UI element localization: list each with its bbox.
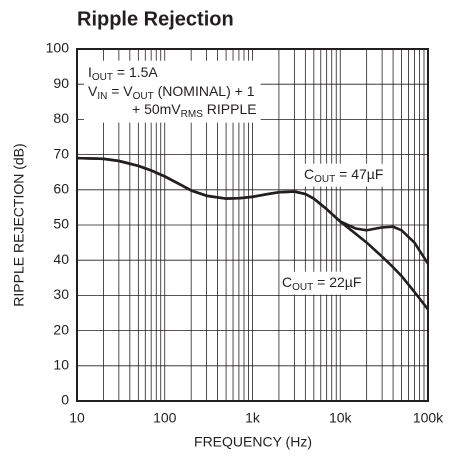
annotation-part: RIPPLE — [203, 101, 257, 117]
y-tick-label: 90 — [53, 75, 69, 91]
y-tick-label: 60 — [53, 181, 69, 197]
annotation-background — [84, 60, 261, 123]
annotation-part: V — [88, 83, 98, 99]
annotation: + 50mVRMS RIPPLE — [132, 101, 257, 120]
x-tick-label: 100 — [153, 410, 177, 426]
annotation-part: (NOMINAL) + 1 — [154, 83, 255, 99]
annotation-part: OUT — [92, 72, 113, 83]
label-background — [280, 271, 364, 295]
annotation-part: = 1.5A — [113, 64, 158, 80]
chart-title: Ripple Rejection — [77, 8, 234, 30]
series-label: COUT = 22µF — [282, 274, 361, 293]
x-tick-label: 100k — [413, 410, 444, 426]
annotation-part: = V — [107, 83, 133, 99]
x-axis-label: FREQUENCY (Hz) — [194, 434, 312, 450]
series-line — [76, 156, 430, 311]
y-tick-label: 40 — [53, 251, 69, 267]
plot-frame — [76, 48, 429, 402]
annotation-part: RMS — [181, 109, 204, 120]
y-tick-label: 100 — [46, 40, 70, 56]
series-label-part: OUT — [314, 174, 335, 185]
annotation-part: IN — [97, 91, 107, 102]
annotation-part: I — [88, 64, 92, 80]
y-tick-label: 50 — [53, 216, 69, 232]
series-label-part: = 22µF — [313, 274, 361, 290]
series-label-part: C — [304, 166, 314, 182]
y-axis-label: RIPPLE REJECTION (dB) — [11, 143, 27, 306]
y-tick-label: 20 — [53, 321, 69, 337]
series-label-part: = 47µF — [335, 166, 383, 182]
label-background — [302, 163, 386, 187]
annotation: IOUT = 1.5A — [88, 64, 158, 83]
x-tick-label: 10 — [69, 410, 85, 426]
series-label-part: C — [282, 274, 292, 290]
annotation: VIN = VOUT (NOMINAL) + 1 — [88, 83, 255, 102]
y-tick-label: 80 — [53, 110, 69, 126]
y-tick-label: 30 — [53, 286, 69, 302]
x-tick-label: 10k — [329, 410, 353, 426]
annotation-part: + 50mV — [132, 101, 181, 117]
y-tick-label: 70 — [53, 145, 69, 161]
x-tick-label: 1k — [245, 410, 261, 426]
series-label-part: OUT — [292, 282, 313, 293]
annotation-part: OUT — [133, 91, 154, 102]
y-tick-label: 0 — [61, 392, 69, 408]
series-label: COUT = 47µF — [304, 166, 383, 185]
y-tick-label: 10 — [53, 357, 69, 373]
